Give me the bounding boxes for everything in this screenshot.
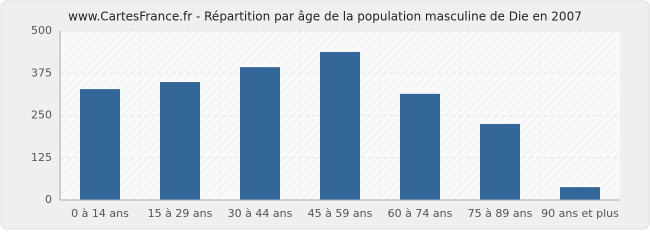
x-tick-label: 45 à 59 ans (308, 207, 373, 220)
y-tick-label: 500 (31, 24, 52, 37)
bar (320, 51, 360, 201)
bar (160, 82, 200, 200)
x-tick-label: 0 à 14 ans (71, 207, 129, 220)
x-tick-label: 60 à 74 ans (388, 207, 453, 220)
bar (240, 67, 280, 200)
x-tick-label: 30 à 44 ans (228, 207, 293, 220)
x-tick-label: 15 à 29 ans (148, 207, 213, 220)
page: {"chart_data": {"type": "bar", "title": … (0, 0, 650, 230)
bar (400, 93, 440, 200)
y-tick-label: 125 (31, 151, 52, 164)
bar (560, 187, 600, 200)
y-tick-label: 0 (45, 193, 52, 206)
chart-title: www.CartesFrance.fr - Répartition par âg… (68, 10, 582, 24)
bar (480, 123, 520, 200)
chart: www.CartesFrance.fr - Répartition par âg… (0, 0, 650, 230)
x-tick-label: 90 ans et plus (541, 207, 619, 220)
x-tick-label: 75 à 89 ans (468, 207, 533, 220)
bar (80, 89, 120, 200)
y-tick-label: 375 (31, 66, 52, 79)
y-tick-label: 250 (31, 109, 52, 122)
